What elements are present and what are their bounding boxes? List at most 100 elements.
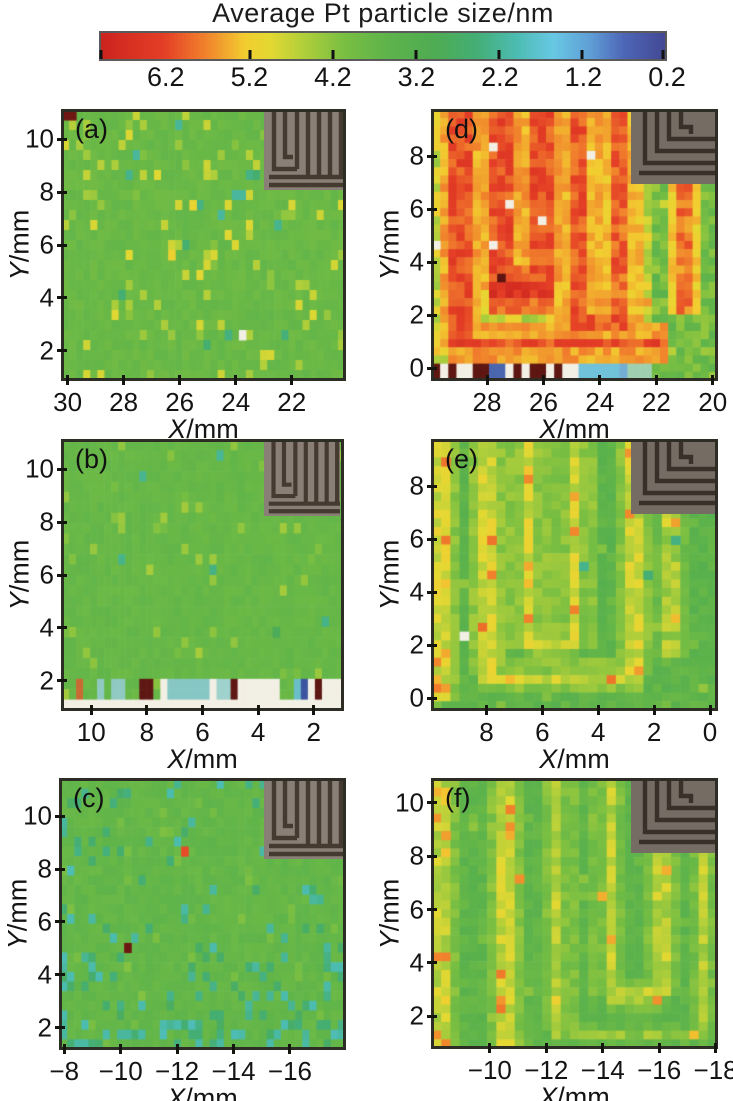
x-tick-label: 26 [165,387,195,417]
y-tick-label: 6 [37,906,52,937]
colorbar-tick [580,50,584,59]
x-axis-unit: /mm [557,744,610,774]
x-tick-label: −18 [693,1055,733,1085]
x-tick-label: −14 [580,1055,625,1085]
y-tick [55,920,65,924]
y-tick-label: 8 [39,176,54,207]
y-tick-label: 8 [409,140,424,171]
x-tick [175,1044,179,1054]
x-tick [488,1043,492,1053]
y-axis-var: Y [374,592,405,611]
y-tick [57,296,67,300]
y-tick-label: 2 [409,1000,424,1031]
y-axis-label-c: Y/mm [3,879,34,950]
x-tick-label: −10 [467,1055,512,1085]
x-tick-label: 2 [646,717,662,747]
x-tick-label: −8 [49,1056,80,1086]
y-tick-label: 4 [39,612,54,643]
y-tick-label: 2 [37,1012,52,1043]
y-tick [57,520,67,524]
x-tick [601,1043,605,1053]
flow-field-inset [264,109,344,190]
colorbar-tick-label: 1.2 [564,62,603,92]
x-tick [66,375,70,385]
y-tick-label: 10 [395,787,424,818]
y-tick-label: 8 [409,840,424,871]
x-axis-label-e: X/mm [539,744,610,775]
x-tick-label: 2 [306,717,322,747]
y-tick-label: 2 [409,629,424,660]
panel-label-b: (b) [75,444,108,474]
y-tick [55,1026,65,1030]
y-tick-label: 10 [23,800,52,831]
y-tick-label: 6 [409,193,424,224]
colorbar-tick [99,50,103,59]
x-tick-label: 10 [76,717,106,747]
y-tick-label: 2 [39,665,54,696]
x-tick [234,375,238,385]
panel-label-a: (a) [75,114,108,144]
x-tick-label: 8 [139,717,155,747]
x-tick [290,375,294,385]
x-tick [178,375,182,385]
x-tick-label: 28 [472,387,502,417]
x-tick-label: 30 [53,387,83,417]
y-axis-var: Y [2,931,33,950]
y-tick-label: 6 [409,523,424,554]
y-tick [427,207,437,211]
y-axis-var: Y [4,262,35,281]
panel-label-e: (e) [445,444,478,474]
colorbar-tick-label: 5.2 [230,62,269,92]
flow-field-inset [631,439,717,514]
x-tick [201,705,204,715]
flow-field-inset [631,778,717,853]
x-axis-unit: /mm [557,1082,610,1101]
y-axis-label-d: Y/mm [375,210,406,281]
y-axis-var: Y [374,262,405,281]
flow-field-photo [631,109,717,184]
y-axis-label-e: Y/mm [375,540,406,611]
panel-label-c: (c) [73,783,105,813]
y-tick-label: 10 [25,123,54,154]
flow-field-photo [264,439,340,516]
x-tick-label: 22 [277,387,307,417]
x-tick [122,375,126,385]
y-axis-unit: /mm [2,878,33,932]
x-tick [312,705,316,715]
x-tick [256,705,260,715]
y-tick [57,679,67,683]
x-tick-label: 28 [109,387,139,417]
x-tick [540,705,544,715]
y-tick [57,626,67,630]
flow-field-photo [264,778,344,859]
x-tick [484,705,488,715]
x-tick [596,705,600,715]
colorbar-gradient [101,33,665,59]
x-axis-var: X [539,744,558,774]
y-tick [55,867,65,871]
y-tick-label: 4 [39,282,54,313]
y-tick [57,349,67,353]
x-tick [541,375,545,385]
y-tick-label: 6 [409,894,424,924]
y-axis-unit: /mm [4,209,35,263]
y-tick [427,260,437,264]
flow-field-inset [631,109,717,184]
y-tick [427,696,437,700]
y-tick [427,537,437,541]
y-tick [427,590,437,594]
flow-field-photo [264,109,344,190]
y-tick-label: 0 [409,352,424,383]
x-tick-label: 4 [250,717,266,747]
y-axis-label-b: Y/mm [5,540,36,611]
y-tick [427,366,437,370]
x-axis-var: X [539,1082,558,1101]
x-tick [652,705,656,715]
y-tick [427,961,437,965]
x-tick-label: 26 [528,387,558,417]
x-tick-label: 6 [195,717,210,747]
x-tick-label: −12 [524,1055,569,1085]
x-tick [544,1043,548,1053]
y-tick [427,643,437,647]
x-tick-label: 24 [221,387,251,417]
